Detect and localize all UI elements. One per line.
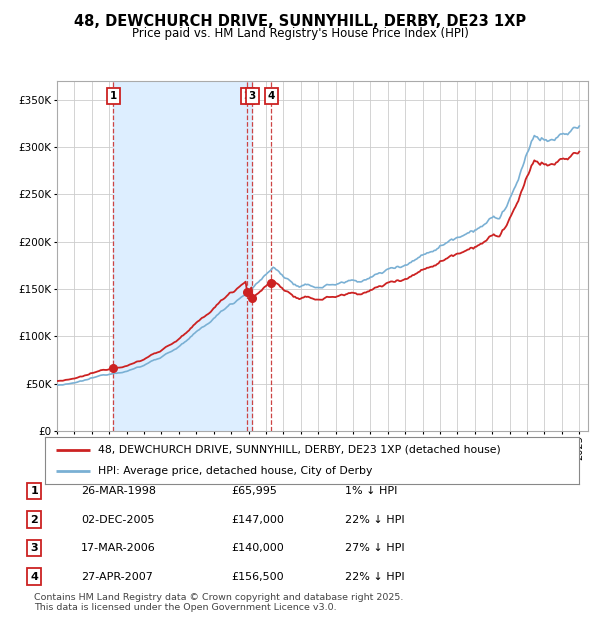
Text: 1: 1 <box>31 486 38 496</box>
Text: HPI: Average price, detached house, City of Derby: HPI: Average price, detached house, City… <box>98 466 373 476</box>
Text: 4: 4 <box>268 91 275 101</box>
Text: 22% ↓ HPI: 22% ↓ HPI <box>345 515 404 525</box>
Text: 2: 2 <box>31 515 38 525</box>
Text: 22% ↓ HPI: 22% ↓ HPI <box>345 572 404 582</box>
Text: 27-APR-2007: 27-APR-2007 <box>81 572 153 582</box>
Text: 02-DEC-2005: 02-DEC-2005 <box>81 515 155 525</box>
Text: 27% ↓ HPI: 27% ↓ HPI <box>345 543 404 553</box>
Text: Contains HM Land Registry data © Crown copyright and database right 2025.
This d: Contains HM Land Registry data © Crown c… <box>34 593 404 612</box>
Text: 48, DEWCHURCH DRIVE, SUNNYHILL, DERBY, DE23 1XP: 48, DEWCHURCH DRIVE, SUNNYHILL, DERBY, D… <box>74 14 526 29</box>
Text: £65,995: £65,995 <box>231 486 277 496</box>
Text: £147,000: £147,000 <box>231 515 284 525</box>
Text: 3: 3 <box>248 91 256 101</box>
Text: 48, DEWCHURCH DRIVE, SUNNYHILL, DERBY, DE23 1XP (detached house): 48, DEWCHURCH DRIVE, SUNNYHILL, DERBY, D… <box>98 445 501 454</box>
Text: 3: 3 <box>31 543 38 553</box>
Text: 26-MAR-1998: 26-MAR-1998 <box>81 486 156 496</box>
Text: 4: 4 <box>30 572 38 582</box>
Text: 17-MAR-2006: 17-MAR-2006 <box>81 543 156 553</box>
Text: £156,500: £156,500 <box>231 572 284 582</box>
Text: Price paid vs. HM Land Registry's House Price Index (HPI): Price paid vs. HM Land Registry's House … <box>131 27 469 40</box>
Text: £140,000: £140,000 <box>231 543 284 553</box>
Text: 1% ↓ HPI: 1% ↓ HPI <box>345 486 397 496</box>
Bar <box>113 81 252 431</box>
Text: 2: 2 <box>244 91 251 101</box>
Text: 1: 1 <box>110 91 117 101</box>
